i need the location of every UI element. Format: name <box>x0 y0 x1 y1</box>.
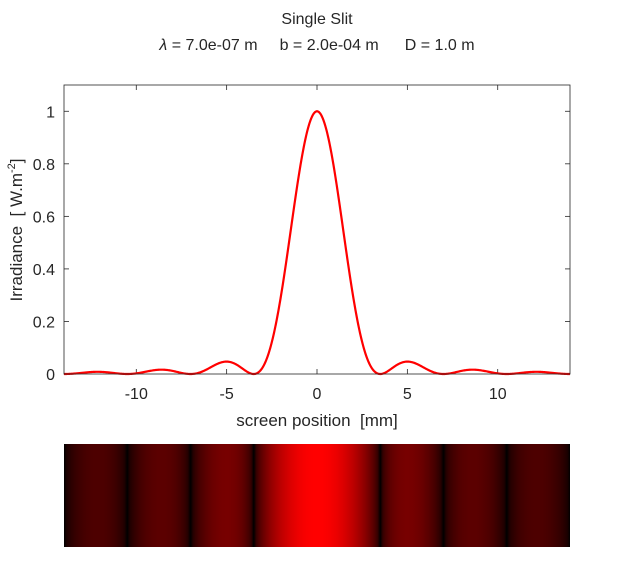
y-tick-label: 0.4 <box>33 262 55 279</box>
axis-tick-labels: -10 -5 0 5 10 0 0.2 0.4 0.6 0.8 1 <box>33 104 507 403</box>
chart-title: Single Slit <box>281 11 353 28</box>
y-tick-label: 1 <box>46 104 55 121</box>
lambda-symbol: λ <box>158 37 167 54</box>
x-tick-label: -10 <box>125 386 148 403</box>
distance-value: D = 1.0 m <box>405 37 475 54</box>
plot-frame <box>63 84 571 375</box>
x-tick-label: 5 <box>403 386 412 403</box>
y-tick-label: 0.8 <box>33 157 55 174</box>
x-tick-label: 0 <box>313 386 322 403</box>
y-tick-label: 0.6 <box>33 209 55 226</box>
chart-subtitle: λ = 7.0e-07 m b = 2.0e-04 m D = 1.0 m <box>158 37 474 54</box>
plot-area <box>64 85 570 374</box>
lambda-value: = 7.0e-07 m <box>167 37 257 54</box>
y-axis-label: Irradiance [ W.m-2] <box>6 159 26 302</box>
slit-width-value: b = 2.0e-04 m <box>280 37 379 54</box>
y-tick-label: 0.2 <box>33 314 55 331</box>
y-tick-label: 0 <box>46 367 55 384</box>
y-axis-label-close: ] <box>7 159 26 164</box>
y-axis-label-main: Irradiance [ W.m <box>7 173 26 301</box>
diffraction-pattern-image <box>64 444 570 547</box>
x-tick-label: 10 <box>489 386 507 403</box>
y-axis-label-sup: -2 <box>6 163 18 173</box>
irradiance-curve <box>63 110 571 376</box>
x-tick-label: -5 <box>220 386 234 403</box>
x-axis-label: screen position [mm] <box>236 411 398 430</box>
